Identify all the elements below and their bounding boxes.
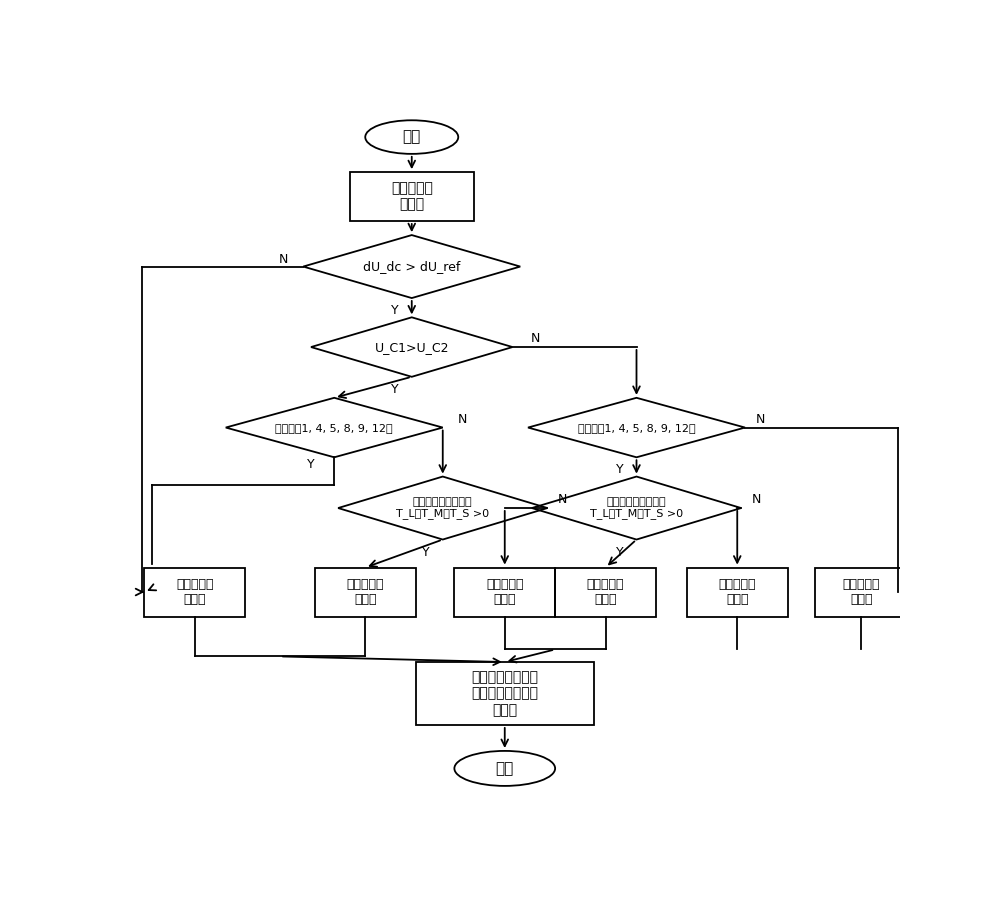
Text: Y: Y [422, 545, 430, 559]
Bar [416, 662, 594, 725]
Text: Y: Y [391, 305, 399, 317]
Text: N: N [558, 494, 568, 506]
Text: 产生第一开关管到
第十二开关管的驱
动信号: 产生第一开关管到 第十二开关管的驱 动信号 [471, 670, 538, 716]
Text: 大中小矢量合成法的
T_L、T_M、T_S >0: 大中小矢量合成法的 T_L、T_M、T_S >0 [396, 497, 489, 519]
Text: 大中小矢量
合成法: 大中小矢量 合成法 [587, 578, 624, 606]
Text: 结束: 结束 [496, 761, 514, 776]
Bar [315, 567, 416, 616]
Text: 扇区＝（1, 4, 5, 8, 9, 12）: 扇区＝（1, 4, 5, 8, 9, 12） [275, 423, 393, 433]
Text: Y: Y [616, 464, 623, 476]
Bar [815, 567, 908, 616]
Text: 大中零矢量
合成法: 大中零矢量 合成法 [176, 578, 214, 606]
Text: Y: Y [616, 545, 623, 559]
Text: 大大零矢量
合成法: 大大零矢量 合成法 [718, 578, 756, 606]
Text: 大中小矢量
合成法: 大中小矢量 合成法 [347, 578, 384, 606]
Bar [555, 567, 656, 616]
Text: dU_dc > dU_ref: dU_dc > dU_ref [363, 260, 460, 273]
Text: N: N [457, 413, 467, 425]
Text: N: N [531, 332, 540, 345]
Bar [687, 567, 788, 616]
Text: Y: Y [391, 383, 399, 396]
Text: 大中小矢量合成法的
T_L、T_M、T_S >0: 大中小矢量合成法的 T_L、T_M、T_S >0 [590, 497, 683, 519]
Text: 大大零矢量
合成法: 大大零矢量 合成法 [486, 578, 524, 606]
Bar [350, 172, 474, 221]
Bar [454, 567, 555, 616]
Text: N: N [279, 253, 289, 266]
Text: 大中零矢量
合成法: 大中零矢量 合成法 [842, 578, 880, 606]
Text: 大中零矢量
合成法: 大中零矢量 合成法 [391, 182, 433, 212]
Text: Y: Y [307, 458, 315, 471]
Bar [144, 567, 245, 616]
Text: N: N [756, 413, 765, 425]
Text: U_C1>U_C2: U_C1>U_C2 [374, 341, 449, 354]
Text: N: N [752, 494, 761, 506]
Text: 扇区＝（1, 4, 5, 8, 9, 12）: 扇区＝（1, 4, 5, 8, 9, 12） [578, 423, 695, 433]
Text: 开始: 开始 [403, 130, 421, 145]
